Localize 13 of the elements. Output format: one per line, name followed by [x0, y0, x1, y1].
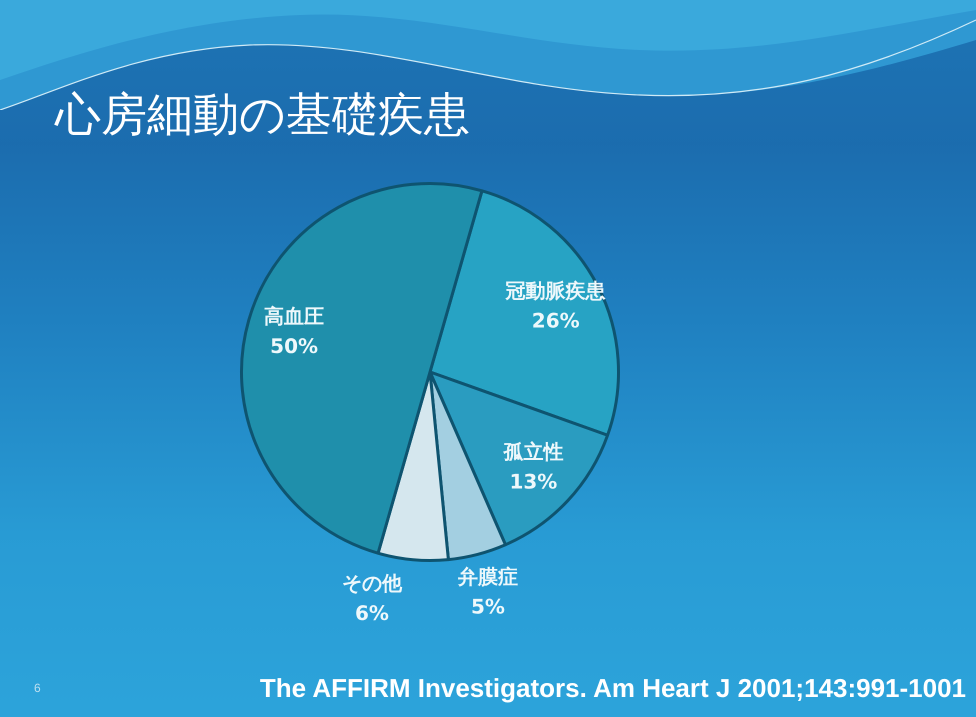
slice-label: 高血圧 — [264, 304, 324, 328]
data-label: 13% — [509, 470, 558, 494]
text: The AFFIRM Investigators. Am Heart J 2001;143:991-1001 — [260, 672, 966, 704]
slice-label: 孤立性 — [502, 440, 564, 464]
chart-title: 心房細動の基礎疾患 — [55, 86, 470, 142]
slice-label: その他 — [342, 570, 403, 595]
slice-label: 冠動脈疾患 — [504, 278, 607, 303]
data-label: 6% — [355, 600, 389, 625]
data-label: 50% — [270, 334, 318, 358]
slice-label: 弁膜症 — [457, 564, 518, 588]
data-label: 5% — [471, 594, 505, 618]
data-label: 26% — [532, 308, 580, 333]
text: 6 — [34, 680, 41, 696]
